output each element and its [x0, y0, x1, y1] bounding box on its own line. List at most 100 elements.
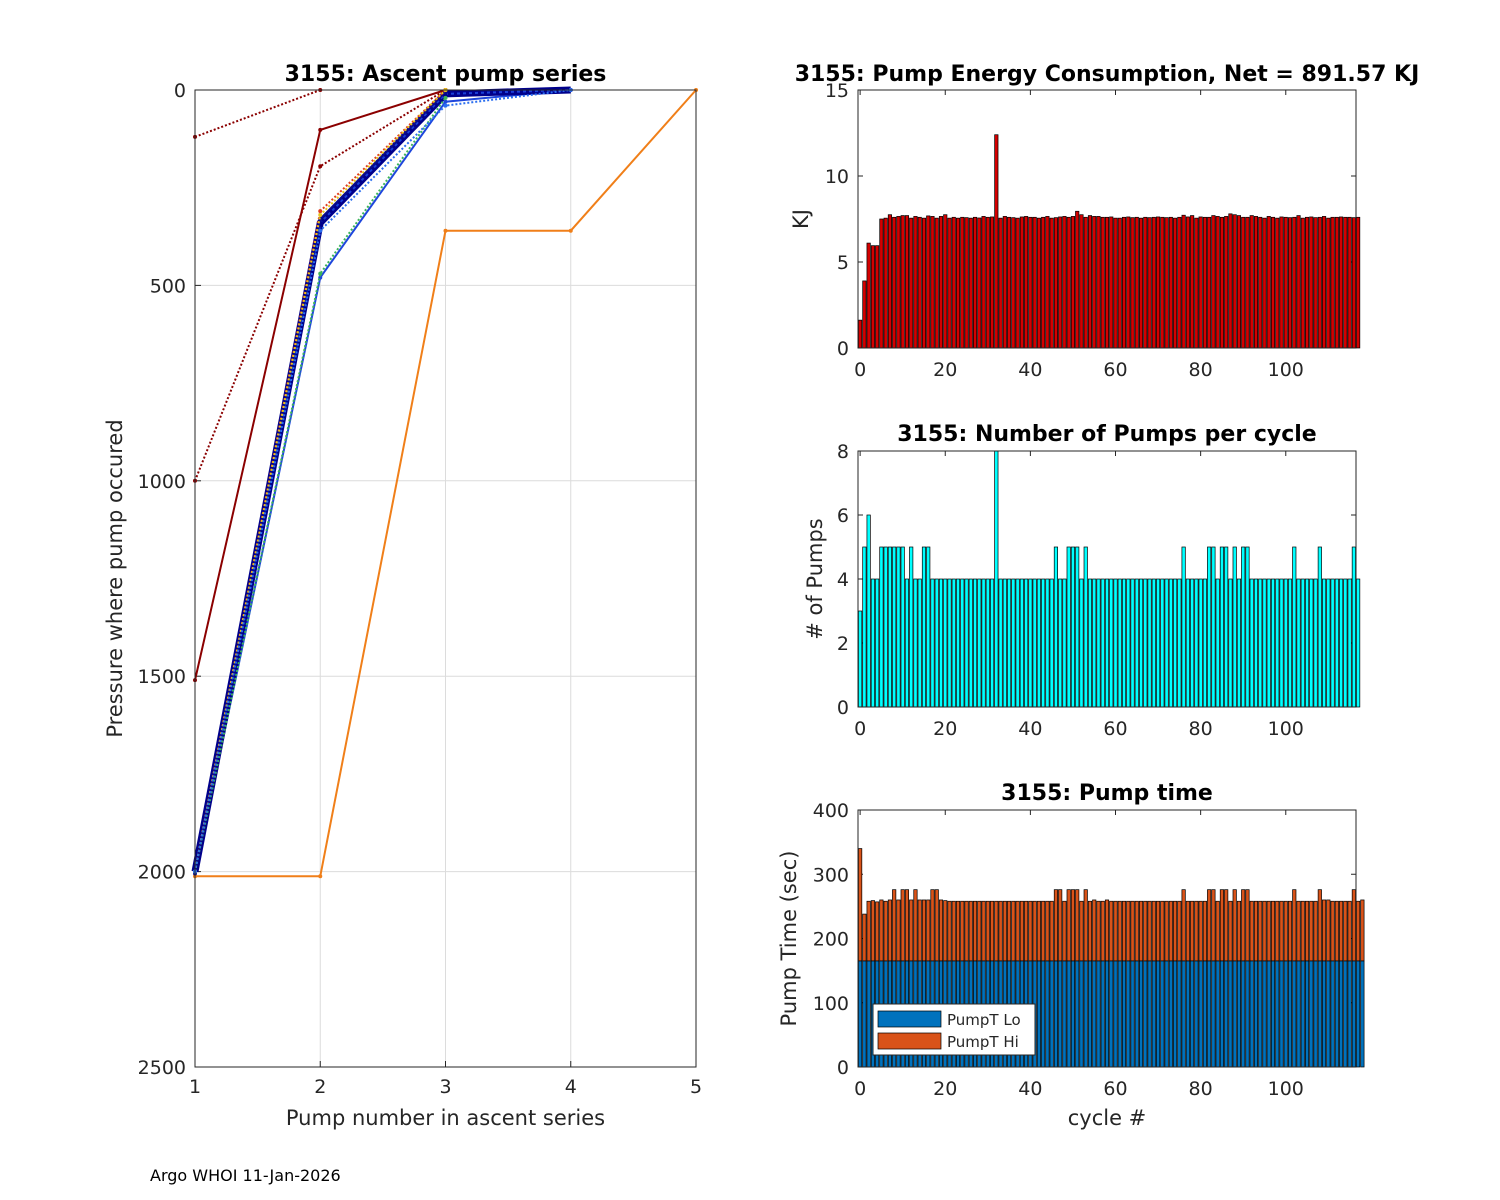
pumptime-lo-bar	[1304, 960, 1310, 1068]
pumptime-hi-bar	[1079, 900, 1084, 962]
pumps-bar	[1083, 546, 1088, 708]
pumptime-x-tick-label: 80	[1189, 1078, 1213, 1100]
pumptime-hi-bar	[985, 900, 990, 962]
pumptime-hi-bar	[1130, 900, 1135, 962]
pumptime-hi-bar	[1045, 900, 1050, 962]
pumps-bar	[1053, 546, 1058, 708]
pumptime-hi-bar	[943, 900, 948, 962]
pumptime-hi-bar	[1249, 900, 1254, 962]
energy-bar	[870, 245, 875, 349]
energy-bar	[1028, 216, 1033, 349]
energy-bar	[1343, 216, 1348, 349]
energy-bar	[1143, 216, 1148, 349]
pumps-y-tick-label: 8	[837, 441, 849, 463]
pumptime-lo-bar	[1177, 960, 1182, 1068]
pumptime-hi-bar	[1253, 900, 1259, 962]
energy-y-tick-label: 15	[825, 80, 849, 102]
pumptime-hi-bar	[1066, 889, 1071, 962]
energy-y-label: KJ	[789, 209, 813, 229]
pumps-bar	[1151, 578, 1156, 708]
pumptime-hi-bar	[1002, 900, 1007, 962]
pumptime-lo-bar	[1300, 960, 1305, 1068]
ascent-point	[443, 99, 448, 104]
pumps-bar	[1228, 578, 1233, 708]
pumptime-lo-bar	[1164, 960, 1169, 1068]
energy-bar	[1253, 216, 1259, 349]
pumptime-hi-bar	[1347, 900, 1352, 962]
pumps-x-tick-label: 100	[1268, 718, 1304, 740]
energy-bar	[1092, 216, 1097, 349]
pumptime-hi-bar	[1053, 889, 1058, 962]
ascent-y-tick-label: 2000	[138, 862, 186, 884]
pumptime-hi-bar	[1241, 889, 1246, 962]
energy-bar	[892, 216, 897, 349]
pumptime-lo-bar	[1207, 960, 1212, 1068]
pumps-bar	[930, 578, 935, 708]
pumptime-lo-bar	[1356, 960, 1361, 1068]
ascent-point	[443, 228, 448, 233]
pumps-bar	[1156, 578, 1161, 708]
pumptime-hi-bar	[1109, 900, 1114, 962]
pumptime-title: 3155: Pump time	[1001, 781, 1213, 806]
pumptime-lo-bar	[862, 960, 867, 1068]
pumps-bar	[1266, 578, 1271, 708]
pumptime-hi-bar	[1138, 900, 1144, 962]
pumps-bar	[1117, 578, 1122, 708]
pumps-bar	[1356, 578, 1361, 708]
energy-title: 3155: Pump Energy Consumption, Net = 891…	[795, 62, 1420, 87]
pumptime-hi-bar	[1313, 900, 1318, 962]
ascent-series-cycle-5	[194, 89, 571, 872]
pumptime-lo-bar	[1156, 960, 1161, 1068]
pumptime-lo-bar	[858, 960, 863, 1068]
energy-bar	[1198, 216, 1203, 349]
energy-bar	[887, 214, 892, 349]
energy-bar	[1083, 216, 1088, 349]
energy-bar	[1002, 216, 1007, 349]
pumptime-lo-bar	[1096, 960, 1101, 1068]
pumptime-hi-bar	[1326, 899, 1331, 962]
energy-bar	[904, 215, 910, 349]
pumps-bar	[1296, 578, 1301, 708]
pumptime-hi-bar	[1351, 889, 1356, 962]
pumps-bar	[934, 578, 939, 708]
pumps-bar	[1028, 578, 1033, 708]
pumptime-hi-bar	[1015, 900, 1020, 962]
pumptime-lo-bar	[1211, 960, 1216, 1068]
pumptime-hi-bar	[1177, 900, 1182, 962]
pumptime-hi-bar	[1322, 899, 1327, 962]
pumps-bar	[1049, 578, 1054, 708]
energy-bar	[1049, 217, 1054, 349]
pumps-bar	[1075, 546, 1080, 708]
pumptime-lo-bar	[1066, 960, 1071, 1068]
pumps-bar	[1351, 546, 1356, 708]
pumptime-hi-bar	[1300, 900, 1305, 962]
energy-bar	[1219, 216, 1224, 349]
pumptime-hi-bar	[1134, 900, 1139, 962]
pumptime-lo-bar	[1326, 960, 1331, 1068]
pumptime-hi-bar	[1185, 900, 1190, 962]
pumptime-lo-bar	[1109, 960, 1114, 1068]
energy-bar	[1117, 217, 1122, 349]
energy-bar	[858, 319, 863, 349]
energy-bar	[1232, 214, 1237, 349]
pumptime-hi-bar	[994, 900, 999, 962]
pumps-bar	[1322, 578, 1327, 708]
energy-bar	[875, 245, 880, 349]
pumptime-hi-bar	[1164, 900, 1169, 962]
pumptime-x-tick-label: 0	[854, 1078, 866, 1100]
pumptime-hi-bar	[955, 900, 961, 962]
pumptime-hi-bar	[875, 901, 880, 962]
pumptime-hi-bar	[1058, 889, 1063, 962]
pumptime-lo-bar	[1287, 960, 1293, 1068]
pumptime-hi-bar	[938, 899, 944, 962]
pumptime-hi-bar	[1168, 900, 1173, 962]
pumptime-hi-bar	[1032, 900, 1037, 962]
energy-bar	[1326, 217, 1331, 349]
energy-bar	[883, 217, 888, 349]
ascent-point	[568, 228, 573, 233]
pumptime-lo-bar	[1036, 960, 1041, 1068]
pumps-bar	[955, 578, 961, 708]
pumptime-hi-bar	[1160, 900, 1165, 962]
energy-bar	[1283, 216, 1288, 349]
pumptime-lo-bar	[1117, 960, 1122, 1068]
